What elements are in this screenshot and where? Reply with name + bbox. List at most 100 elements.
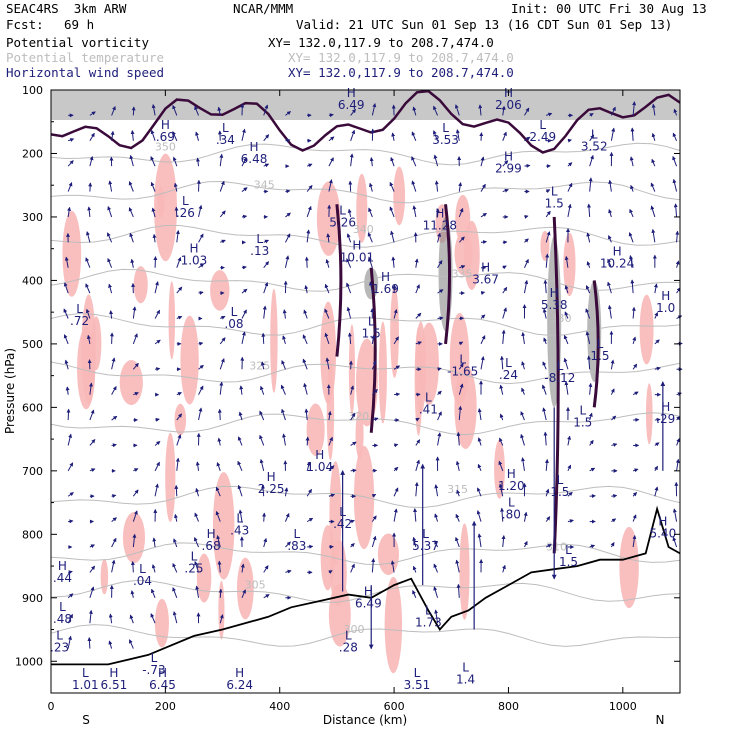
wind-vector	[303, 309, 308, 319]
pv-contour-4	[335, 204, 343, 357]
wind-vector	[304, 284, 309, 294]
wind-vector	[434, 513, 439, 522]
extremum-value-6: .69	[156, 130, 175, 144]
wind-vector	[328, 493, 336, 498]
wind-vector	[87, 206, 92, 218]
extremum-value-8: 5.26	[329, 215, 356, 229]
wind-vector	[433, 563, 439, 573]
wind-vector	[415, 459, 420, 471]
wind-vector	[68, 570, 73, 575]
wind-vector	[241, 187, 248, 192]
wind-vector	[458, 383, 464, 395]
pv-shade-blob	[328, 583, 351, 647]
wind-vector	[111, 105, 116, 116]
wind-vector	[480, 212, 487, 218]
wind-vector	[586, 261, 591, 268]
wind-vector	[285, 138, 291, 143]
wind-vector	[111, 443, 117, 448]
wind-vector	[456, 489, 461, 497]
wind-vector	[306, 205, 312, 218]
axes-layer: 0 200 400 600 800 1000 100 200 300 400 500 600 700 80…	[15, 84, 680, 713]
wind-vector	[67, 182, 73, 192]
wind-vector	[328, 157, 334, 167]
wind-vector	[111, 537, 117, 548]
extremum-type-0: H	[347, 86, 356, 100]
pv-shade-blob	[378, 321, 387, 424]
pv-shade-blob	[563, 232, 576, 297]
field-pv-xy: XY= 132.0,117.9 to 208.7,474.0	[268, 35, 494, 50]
wind-vector	[523, 511, 528, 522]
wind-vector	[542, 308, 547, 319]
pv-shade-blob	[316, 181, 341, 256]
wind-vector	[111, 357, 116, 370]
extremum-value-42: 1.5	[559, 555, 578, 569]
wind-vector	[455, 513, 460, 522]
wind-vector	[129, 639, 134, 649]
extremum-type-55: H	[109, 666, 118, 680]
wind-vector	[567, 182, 573, 192]
x-tick-label-2: 400	[269, 700, 290, 713]
extremum-value-4: 3.52	[581, 139, 608, 153]
wind-vector	[151, 588, 156, 598]
wind-vector	[567, 162, 573, 167]
wind-vector	[67, 593, 74, 599]
extremum-value-48: 1.73	[415, 615, 442, 629]
wind-vector	[675, 260, 680, 268]
wind-vector	[215, 486, 221, 497]
wind-vector	[371, 360, 377, 370]
pv-shade-blob	[62, 210, 82, 297]
wind-vector	[415, 417, 420, 422]
extremum-type-34: L	[508, 495, 515, 509]
wind-vector	[350, 519, 355, 524]
wind-vector	[172, 562, 178, 573]
wind-vector	[611, 493, 618, 498]
extremum-type-46: H	[364, 584, 373, 598]
y-tick-label-1: 200	[22, 147, 43, 160]
wind-vector	[588, 412, 593, 421]
wind-vector	[347, 332, 352, 344]
wind-vector	[217, 560, 222, 573]
wind-vector	[349, 153, 354, 167]
wind-vector	[63, 282, 69, 294]
extremum-type-37: L	[236, 511, 243, 525]
wind-vector	[150, 613, 156, 624]
wind-vector	[172, 587, 178, 598]
init-time: Init: 00 UTC Fri 30 Aug 13	[511, 1, 707, 16]
wind-vector	[195, 461, 200, 471]
wind-vector	[217, 437, 222, 446]
extremum-value-37: .43	[230, 523, 249, 537]
wind-vector	[389, 181, 395, 192]
wind-vector	[327, 410, 332, 421]
pv-shade-blob	[459, 523, 470, 620]
extremum-type-5: L	[222, 121, 229, 135]
wind-vector	[611, 518, 617, 523]
wind-vector	[433, 154, 439, 167]
wind-vector	[176, 413, 182, 421]
wind-vector	[280, 384, 286, 395]
wind-vector	[502, 307, 507, 319]
wind-vector	[109, 310, 114, 319]
wind-vector	[415, 284, 420, 294]
wind-vector	[89, 132, 95, 142]
wind-vector	[237, 484, 243, 497]
pv-contour-0	[369, 267, 377, 433]
wind-vector	[673, 108, 678, 116]
wind-vector	[175, 229, 180, 243]
wind-vector	[458, 405, 463, 421]
wind-vector	[284, 487, 289, 497]
wind-vector	[194, 105, 199, 116]
wind-vector	[263, 134, 270, 142]
wind-vector	[630, 279, 635, 294]
wind-vector	[219, 210, 226, 218]
extremum-value-32: 2.25	[258, 482, 285, 496]
wind-vector	[458, 341, 464, 346]
wind-vector	[675, 230, 680, 243]
wind-vector	[306, 517, 314, 523]
wind-vector	[523, 540, 528, 548]
wind-vector	[502, 564, 506, 573]
extremum-type-18: H	[613, 245, 622, 259]
wind-vector	[216, 535, 221, 548]
wind-vector	[524, 258, 529, 268]
extremum-value-44: .04	[133, 574, 152, 588]
extremum-value-43: .25	[184, 561, 203, 575]
